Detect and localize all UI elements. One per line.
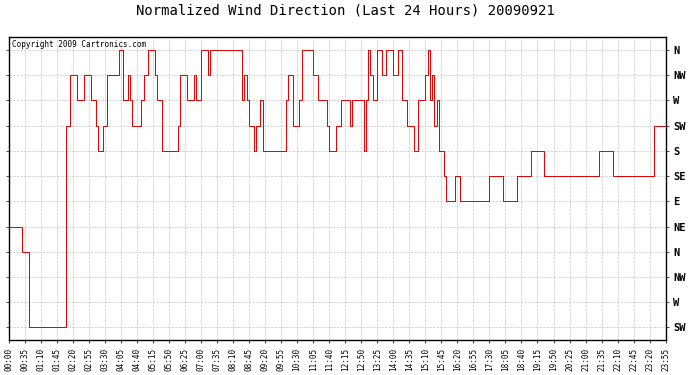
Text: Normalized Wind Direction (Last 24 Hours) 20090921: Normalized Wind Direction (Last 24 Hours… [136,4,554,18]
Text: Copyright 2009 Cartronics.com: Copyright 2009 Cartronics.com [12,40,146,50]
